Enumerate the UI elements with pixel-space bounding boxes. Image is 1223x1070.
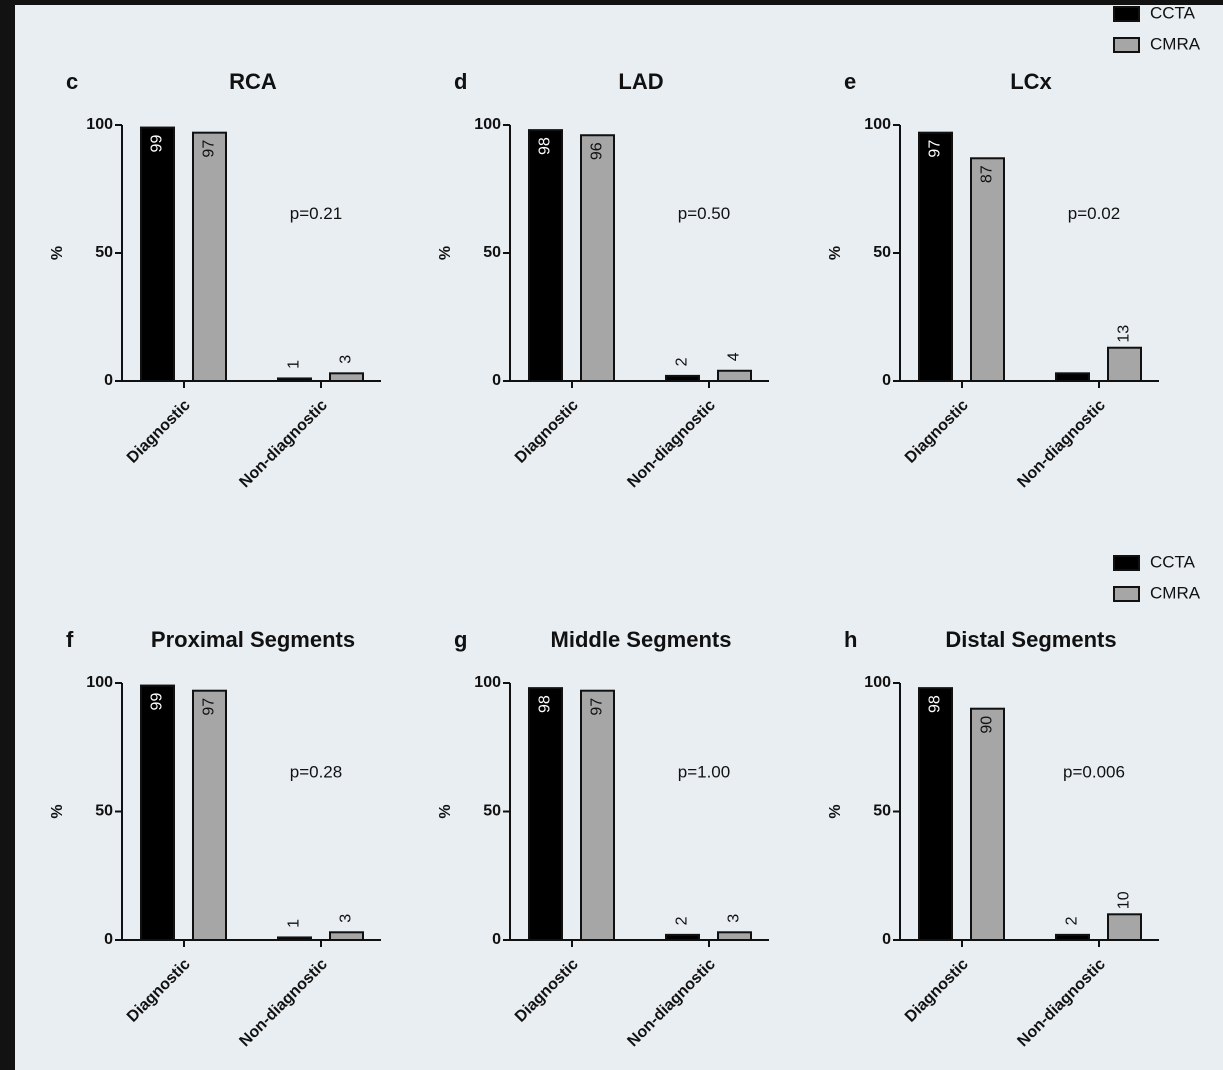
y-axis-label: %: [49, 246, 66, 260]
y-tick-label: 50: [483, 244, 501, 261]
data-label: 97: [201, 698, 218, 716]
bar: [718, 932, 751, 940]
y-tick-label: 0: [104, 372, 113, 389]
data-label: 3: [726, 914, 743, 923]
bar: [971, 158, 1004, 381]
chart-title: LCx: [1010, 69, 1052, 94]
annotation: p=0.28: [290, 762, 342, 781]
y-tick-label: 100: [86, 116, 113, 133]
bar: [581, 691, 614, 940]
data-label: 98: [927, 695, 944, 713]
panel-letter: f: [66, 627, 74, 652]
y-axis-label: %: [437, 804, 454, 818]
y-tick-label: 0: [882, 931, 891, 948]
data-label: 3: [338, 914, 355, 923]
data-label: 2: [674, 916, 691, 925]
data-label: 97: [201, 140, 218, 158]
chart-title: LAD: [618, 69, 663, 94]
panel-letter: e: [844, 69, 856, 94]
bar: [193, 133, 226, 381]
data-label: 97: [927, 140, 944, 158]
legend-swatch: [1114, 556, 1139, 570]
data-label: 3: [338, 355, 355, 364]
bar: [278, 378, 311, 381]
y-tick-label: 100: [86, 674, 113, 691]
y-tick-label: 50: [95, 803, 113, 820]
bar: [1056, 935, 1089, 940]
bar: [971, 709, 1004, 940]
chart-title: RCA: [229, 69, 277, 94]
annotation: p=0.02: [1068, 204, 1120, 223]
panel-letter: c: [66, 69, 78, 94]
data-label: 10: [1116, 891, 1133, 909]
y-tick-label: 50: [95, 244, 113, 261]
y-axis-label: %: [437, 246, 454, 260]
bar: [919, 133, 952, 381]
bar: [718, 371, 751, 381]
annotation: p=1.00: [678, 762, 730, 781]
legend-label: CCTA: [1150, 552, 1196, 571]
data-label: 87: [979, 165, 996, 183]
legend-swatch: [1114, 587, 1139, 601]
data-label: 97: [589, 698, 606, 716]
data-label: 2: [1064, 916, 1081, 925]
chart-title: Distal Segments: [945, 627, 1116, 652]
y-tick-label: 100: [864, 674, 891, 691]
legend-swatch: [1114, 7, 1139, 21]
bar: [330, 373, 363, 381]
bar: [141, 128, 174, 381]
annotation: p=0.006: [1063, 762, 1125, 781]
y-tick-label: 100: [864, 116, 891, 133]
data-label: 2: [674, 357, 691, 366]
data-label: 99: [149, 135, 166, 153]
bar: [529, 130, 562, 381]
bar: [1108, 914, 1141, 940]
legend-label: CMRA: [1150, 34, 1201, 53]
bar: [278, 937, 311, 940]
bar: [666, 935, 699, 940]
y-tick-label: 0: [882, 372, 891, 389]
figure: cRCA%p=0.21050100DiagnosticNon-diagnosti…: [0, 0, 1223, 1070]
panel-letter: g: [454, 627, 467, 652]
y-axis-label: %: [49, 804, 66, 818]
data-label: 98: [537, 695, 554, 713]
bar: [330, 932, 363, 940]
legend-label: CCTA: [1150, 3, 1196, 22]
y-tick-label: 0: [104, 931, 113, 948]
y-axis-label: %: [827, 246, 844, 260]
y-tick-label: 50: [483, 803, 501, 820]
annotation: p=0.50: [678, 204, 730, 223]
y-tick-label: 100: [474, 674, 501, 691]
panel-letter: d: [454, 69, 467, 94]
y-tick-label: 50: [873, 803, 891, 820]
data-label: 13: [1116, 325, 1133, 343]
bar: [919, 688, 952, 940]
y-axis-label: %: [827, 804, 844, 818]
panel-letter: h: [844, 627, 857, 652]
y-tick-label: 100: [474, 116, 501, 133]
y-tick-label: 50: [873, 244, 891, 261]
bar: [1108, 348, 1141, 381]
data-label: 98: [537, 137, 554, 155]
bar: [581, 135, 614, 381]
bar: [193, 691, 226, 940]
data-label: 90: [979, 716, 996, 734]
bar: [1056, 373, 1089, 381]
data-label: 99: [149, 693, 166, 711]
legend-label: CMRA: [1150, 583, 1201, 602]
data-label: 1: [286, 360, 303, 369]
data-label: 96: [589, 142, 606, 160]
data-label: 1: [286, 919, 303, 928]
chart-title: Middle Segments: [551, 627, 732, 652]
bar: [529, 688, 562, 940]
data-label: 4: [726, 352, 743, 361]
bar: [141, 686, 174, 940]
y-tick-label: 0: [492, 372, 501, 389]
y-tick-label: 0: [492, 931, 501, 948]
legend-swatch: [1114, 38, 1139, 52]
bar: [666, 376, 699, 381]
annotation: p=0.21: [290, 204, 342, 223]
chart-title: Proximal Segments: [151, 627, 355, 652]
